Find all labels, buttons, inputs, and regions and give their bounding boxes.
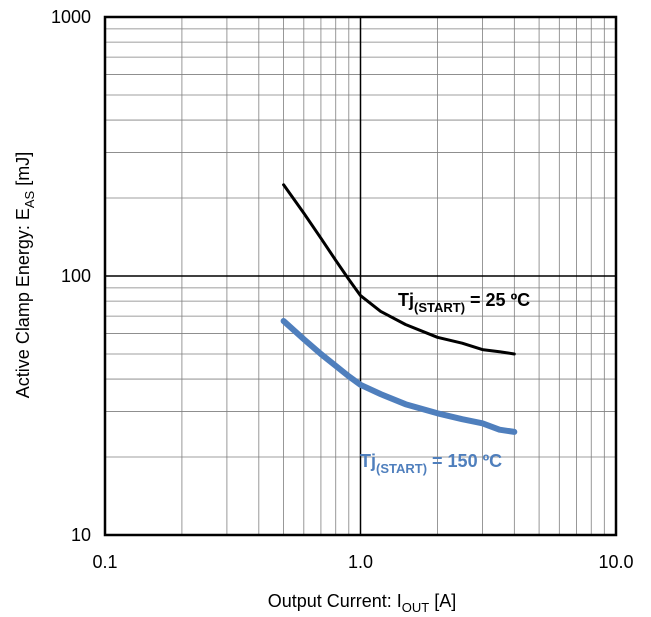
x-axis-title-main: Output Current: I	[268, 591, 402, 611]
annotation-25c-sub: (START)	[414, 300, 465, 315]
y-axis-title-main: Active Clamp Energy: E	[13, 208, 33, 398]
y-axis-title: Active Clamp Energy: EAS [mJ]	[13, 152, 37, 398]
y-axis-title-unit: [mJ]	[13, 152, 33, 191]
x-axis-title: Output Current: IOUT [A]	[268, 591, 457, 615]
annotation-150c-rest: = 150 ºC	[427, 451, 502, 471]
x-tick-label: 1.0	[348, 552, 373, 572]
plot-frame	[103, 15, 618, 537]
x-axis-title-sub: OUT	[402, 600, 430, 615]
series-annotation-150c: Tj(START) = 150 ºC	[360, 451, 502, 476]
annotation-150c-main: Tj	[360, 451, 376, 471]
y-tick-label: 10	[71, 525, 91, 545]
series-line-150c	[280, 318, 518, 435]
annotation-25c-rest: = 25 ºC	[465, 290, 530, 310]
y-tick-label: 100	[61, 266, 91, 286]
series-line-25c	[282, 183, 516, 356]
x-axis-title-unit: [A]	[429, 591, 456, 611]
x-tick-label: 0.1	[92, 552, 117, 572]
annotation-150c-sub: (START)	[376, 461, 427, 476]
annotation-25c-main: Tj	[398, 290, 414, 310]
y-axis-title-sub: AS	[22, 190, 37, 208]
series-annotation-25c: Tj(START) = 25 ºC	[398, 290, 530, 315]
x-tick-label: 10.0	[598, 552, 633, 572]
y-tick-label: 1000	[51, 7, 91, 27]
